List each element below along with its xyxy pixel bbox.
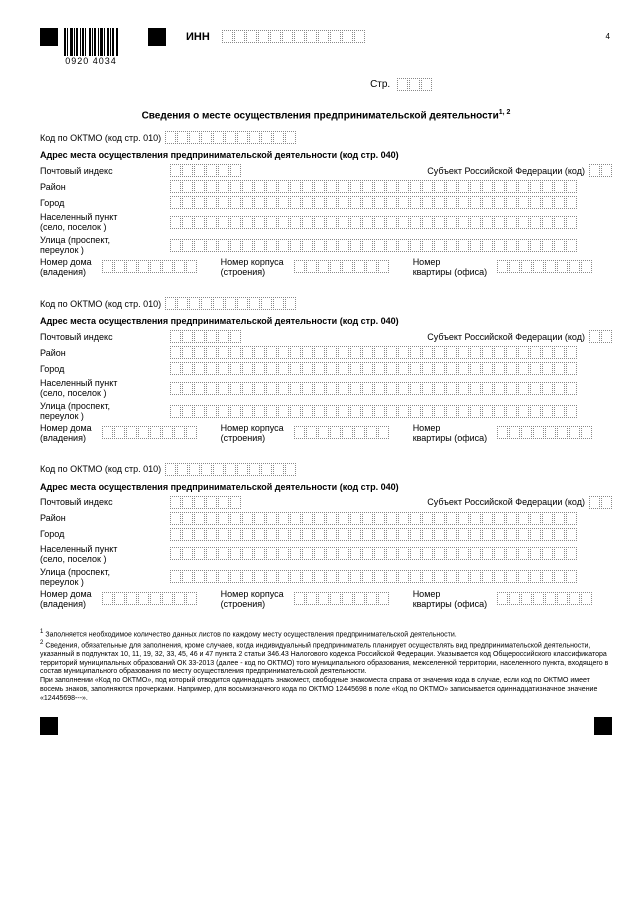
building-label: Номер корпуса(строения): [221, 590, 284, 610]
district-field[interactable]: [170, 346, 577, 359]
oktmo-field[interactable]: [165, 297, 296, 310]
address-block: Код по ОКТМО (код стр. 010) Адрес места …: [40, 131, 612, 279]
apt-label: Номерквартиры (офиса): [413, 258, 488, 278]
footnotes: 1Заполняется необходимое количество данн…: [40, 629, 612, 704]
apt-field[interactable]: [497, 426, 592, 439]
subject-label: Субъект Российской Федерации (код): [427, 332, 589, 342]
corner-marker-bl: [40, 717, 58, 735]
str-label: Стр.: [370, 79, 390, 90]
subject-field[interactable]: [589, 496, 612, 509]
barcode-number: 0920 4034: [64, 56, 118, 66]
postal-label: Почтовый индекс: [40, 332, 170, 342]
corner-marker-tl: [40, 28, 58, 46]
city-label: Город: [40, 529, 170, 539]
house-field[interactable]: [102, 260, 197, 273]
address-block: Код по ОКТМО (код стр. 010) Адрес места …: [40, 463, 612, 611]
district-label: Район: [40, 348, 170, 358]
address-block: Код по ОКТМО (код стр. 010) Адрес места …: [40, 297, 612, 445]
postal-field[interactable]: [170, 330, 241, 343]
house-field[interactable]: [102, 426, 197, 439]
oktmo-label: Код по ОКТМО (код стр. 010): [40, 464, 165, 474]
oktmo-label: Код по ОКТМО (код стр. 010): [40, 299, 165, 309]
header-marker: [148, 28, 166, 46]
postal-label: Почтовый индекс: [40, 497, 170, 507]
postal-label: Почтовый индекс: [40, 166, 170, 176]
page-title: Сведения о месте осуществления предприни…: [40, 109, 612, 121]
subject-field[interactable]: [589, 164, 612, 177]
barcode: 0920 4034: [64, 28, 118, 66]
district-field[interactable]: [170, 180, 577, 193]
oktmo-field[interactable]: [165, 131, 296, 144]
apt-field[interactable]: [497, 592, 592, 605]
inn-label: ИНН: [186, 31, 210, 43]
street-label: Улица (проспект,переулок ): [40, 235, 170, 255]
district-label: Район: [40, 182, 170, 192]
address-heading: Адрес места осуществления предпринимател…: [40, 316, 612, 326]
city-label: Город: [40, 198, 170, 208]
page-number: 4: [606, 32, 610, 41]
district-label: Район: [40, 513, 170, 523]
city-label: Город: [40, 364, 170, 374]
str-field[interactable]: [397, 78, 432, 91]
postal-field[interactable]: [170, 164, 241, 177]
house-label: Номер дома(владения): [40, 590, 92, 610]
settlement-label: Населенный пункт(село, поселок ): [40, 212, 170, 232]
building-label: Номер корпуса(строения): [221, 258, 284, 278]
house-label: Номер дома(владения): [40, 258, 92, 278]
street-label: Улица (проспект,переулок ): [40, 567, 170, 587]
city-field[interactable]: [170, 528, 577, 541]
settlement-label: Населенный пункт(село, поселок ): [40, 378, 170, 398]
subject-label: Субъект Российской Федерации (код): [427, 497, 589, 507]
address-heading: Адрес места осуществления предпринимател…: [40, 150, 612, 160]
house-label: Номер дома(владения): [40, 424, 92, 444]
building-label: Номер корпуса(строения): [221, 424, 284, 444]
oktmo-label: Код по ОКТМО (код стр. 010): [40, 133, 165, 143]
corner-marker-br: [594, 717, 612, 735]
house-field[interactable]: [102, 592, 197, 605]
settlement-field[interactable]: [170, 547, 577, 560]
apt-label: Номерквартиры (офиса): [413, 424, 488, 444]
street-field[interactable]: [170, 239, 577, 252]
apt-field[interactable]: [497, 260, 592, 273]
building-field[interactable]: [294, 592, 389, 605]
district-field[interactable]: [170, 512, 577, 525]
settlement-field[interactable]: [170, 216, 577, 229]
city-field[interactable]: [170, 196, 577, 209]
subject-label: Субъект Российской Федерации (код): [427, 166, 589, 176]
street-field[interactable]: [170, 570, 577, 583]
building-field[interactable]: [294, 260, 389, 273]
apt-label: Номерквартиры (офиса): [413, 590, 488, 610]
inn-field[interactable]: [222, 30, 365, 43]
settlement-field[interactable]: [170, 382, 577, 395]
address-heading: Адрес места осуществления предпринимател…: [40, 482, 612, 492]
building-field[interactable]: [294, 426, 389, 439]
subject-field[interactable]: [589, 330, 612, 343]
settlement-label: Населенный пункт(село, поселок ): [40, 544, 170, 564]
postal-field[interactable]: [170, 496, 241, 509]
oktmo-field[interactable]: [165, 463, 296, 476]
street-label: Улица (проспект,переулок ): [40, 401, 170, 421]
street-field[interactable]: [170, 405, 577, 418]
city-field[interactable]: [170, 362, 577, 375]
